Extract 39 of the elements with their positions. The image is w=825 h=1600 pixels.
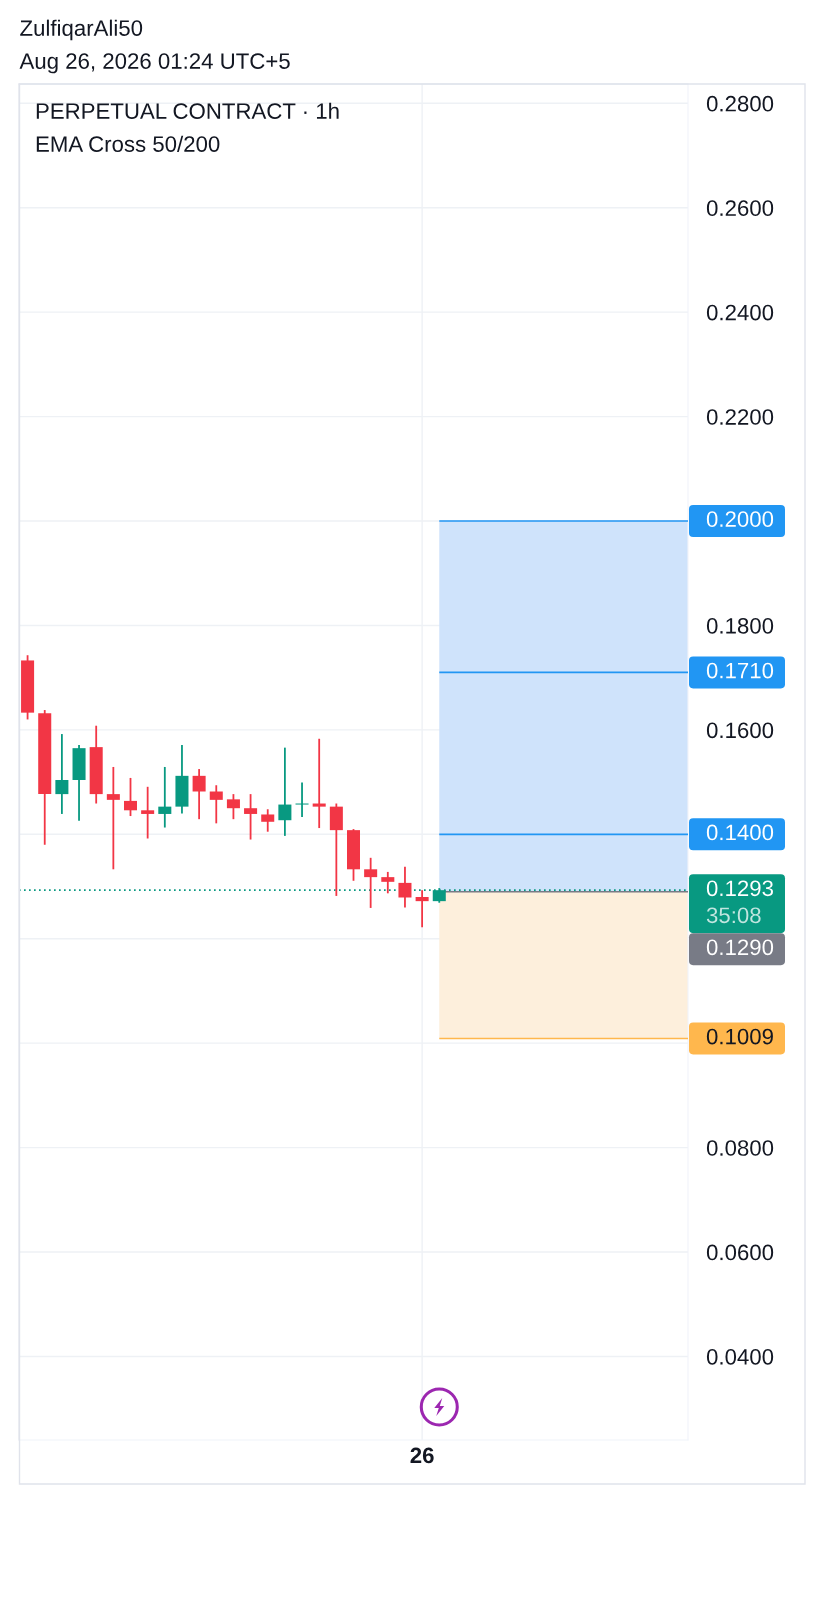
y-tick-label: 0.2400 xyxy=(706,304,774,321)
candlestick xyxy=(158,766,172,829)
ref-line-label: 0.1009 xyxy=(706,1028,773,1045)
candlestick xyxy=(381,871,395,895)
text: EMA Cross 50/200 xyxy=(36,135,220,152)
candlestick xyxy=(295,781,309,818)
y-tick-label: 0.0800 xyxy=(706,1140,774,1156)
candlestick xyxy=(55,733,69,815)
candlestick xyxy=(209,784,223,825)
candlestick xyxy=(244,793,258,841)
candlestick xyxy=(106,766,120,871)
text: PERPETUAL CONTRACT · 1h xyxy=(36,102,339,119)
y-tick-label: 0.1800 xyxy=(706,617,774,634)
text: ZulfiqarAli50 xyxy=(20,19,143,41)
candlestick xyxy=(312,737,326,829)
candlestick xyxy=(141,785,155,840)
y-tick-label: 0.2800 xyxy=(706,95,774,112)
ref-line-label: 0.1293 xyxy=(706,880,773,897)
y-tick-label: 0.2600 xyxy=(706,200,774,217)
ref-line-label: 0.1710 xyxy=(706,662,774,679)
ref-line-label: 0.1400 xyxy=(706,824,774,841)
y-tick-label: 0.2200 xyxy=(706,409,774,425)
y-tick-label: 0.1600 xyxy=(706,722,774,739)
candlestick xyxy=(329,802,343,897)
candlestick xyxy=(261,808,275,833)
candlestick xyxy=(278,746,292,837)
candlestick xyxy=(415,889,429,929)
x-tick-label: 26 xyxy=(410,1447,434,1464)
candlestick xyxy=(398,865,412,909)
y-tick-label: 0.0400 xyxy=(706,1348,774,1365)
candlestick xyxy=(364,856,378,909)
candlestick xyxy=(226,793,240,821)
ref-line-label: 0.1290 xyxy=(706,939,774,956)
ref-line-label: 0.2000 xyxy=(706,511,774,527)
text: Aug 26, 2026 01:24 UTC+5 xyxy=(19,53,290,74)
candlestick xyxy=(192,768,206,821)
text: 35:08 xyxy=(706,907,761,924)
candlestick xyxy=(123,777,138,817)
y-tick-label: 0.0600 xyxy=(706,1244,774,1261)
